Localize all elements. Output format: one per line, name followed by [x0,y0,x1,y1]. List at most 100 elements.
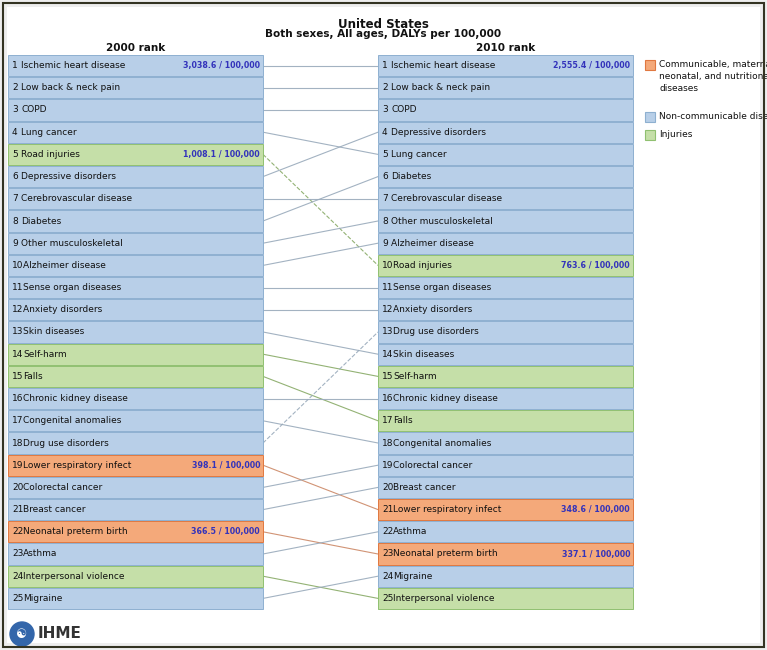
Text: 24: 24 [12,572,23,580]
Text: Road injuries: Road injuries [21,150,80,159]
Bar [8,166,263,187]
Text: Congenital anomalies: Congenital anomalies [393,439,492,447]
Bar [378,543,633,565]
Text: 14: 14 [12,350,23,359]
Text: COPD: COPD [21,105,47,114]
Text: 366.5 / 100,000: 366.5 / 100,000 [192,527,260,536]
Text: 10: 10 [12,261,24,270]
Bar [378,99,633,121]
Bar [378,454,633,476]
Text: 5: 5 [12,150,18,159]
Text: Drug use disorders: Drug use disorders [23,439,109,447]
Text: 11: 11 [12,283,24,292]
Text: 25: 25 [382,594,393,603]
Text: Breast cancer: Breast cancer [393,483,456,492]
Text: Drug use disorders: Drug use disorders [393,328,479,337]
Text: 20: 20 [12,483,23,492]
Text: Chronic kidney disease: Chronic kidney disease [23,394,128,403]
Text: 19: 19 [12,461,24,470]
Bar [378,321,633,343]
Text: Self-harm: Self-harm [393,372,436,381]
Text: Neonatal preterm birth: Neonatal preterm birth [393,549,498,558]
Text: 5: 5 [382,150,388,159]
Text: 25: 25 [12,594,23,603]
Text: Low back & neck pain: Low back & neck pain [391,83,490,92]
Text: Migraine: Migraine [393,572,433,580]
Bar [378,77,633,98]
Text: 19: 19 [382,461,393,470]
Text: 21: 21 [382,505,393,514]
Text: Falls: Falls [23,372,43,381]
Bar [8,321,263,343]
Bar [8,233,263,254]
Bar [8,255,263,276]
Text: 2000 rank: 2000 rank [106,43,165,53]
Bar [378,388,633,410]
Text: 15: 15 [12,372,24,381]
Text: Chronic kidney disease: Chronic kidney disease [393,394,498,403]
Text: 1: 1 [382,61,388,70]
Bar [378,588,633,609]
Bar [8,432,263,454]
Text: COPD: COPD [391,105,416,114]
Text: Migraine: Migraine [23,594,62,603]
Bar [378,144,633,165]
Bar [8,366,263,387]
Text: Asthma: Asthma [393,527,427,536]
Text: Neonatal preterm birth: Neonatal preterm birth [23,527,127,536]
Text: 2,555.4 / 100,000: 2,555.4 / 100,000 [553,61,630,70]
Text: 16: 16 [382,394,393,403]
Text: Skin diseases: Skin diseases [23,328,84,337]
Bar [8,477,263,498]
Text: Lung cancer: Lung cancer [21,127,77,136]
Bar [8,122,263,143]
Text: Road injuries: Road injuries [393,261,452,270]
Text: 763.6 / 100,000: 763.6 / 100,000 [561,261,630,270]
Text: Anxiety disorders: Anxiety disorders [393,306,472,315]
Text: Injuries: Injuries [659,130,693,139]
Bar [8,388,263,410]
Text: 7: 7 [382,194,388,203]
Text: Colorectal cancer: Colorectal cancer [23,483,102,492]
Text: Self-harm: Self-harm [23,350,67,359]
Text: Falls: Falls [393,416,413,425]
Text: 6: 6 [382,172,388,181]
Bar [378,277,633,298]
Bar [8,344,263,365]
Text: 4: 4 [12,127,18,136]
Bar [378,566,633,587]
Text: Cerebrovascular disease: Cerebrovascular disease [391,194,502,203]
Text: 12: 12 [12,306,23,315]
Circle shape [10,622,34,646]
Text: Lung cancer: Lung cancer [391,150,446,159]
Text: Sense organ diseases: Sense organ diseases [23,283,121,292]
Text: 8: 8 [382,216,388,226]
Bar [378,432,633,454]
Text: 15: 15 [382,372,393,381]
Text: 12: 12 [382,306,393,315]
Text: Non-communicable diseases: Non-communicable diseases [659,112,767,121]
Text: 398.1 / 100,000: 398.1 / 100,000 [192,461,260,470]
Text: Sense organ diseases: Sense organ diseases [393,283,491,292]
Text: Interpersonal violence: Interpersonal violence [393,594,495,603]
Bar [378,299,633,320]
Text: 17: 17 [12,416,24,425]
Bar [8,277,263,298]
Text: Depressive disorders: Depressive disorders [21,172,116,181]
Text: Depressive disorders: Depressive disorders [391,127,486,136]
Bar [378,499,633,520]
Bar [645,112,655,122]
Text: Ischemic heart disease: Ischemic heart disease [21,61,125,70]
Bar [378,188,633,209]
Bar [378,166,633,187]
Text: 23: 23 [382,549,393,558]
Bar [378,211,633,231]
Text: 3,038.6 / 100,000: 3,038.6 / 100,000 [183,61,260,70]
Text: 2: 2 [382,83,387,92]
Text: 17: 17 [382,416,393,425]
Bar [378,410,633,432]
Text: 337.1 / 100,000: 337.1 / 100,000 [561,549,630,558]
Bar [378,122,633,143]
Bar [8,77,263,98]
Text: 10: 10 [382,261,393,270]
